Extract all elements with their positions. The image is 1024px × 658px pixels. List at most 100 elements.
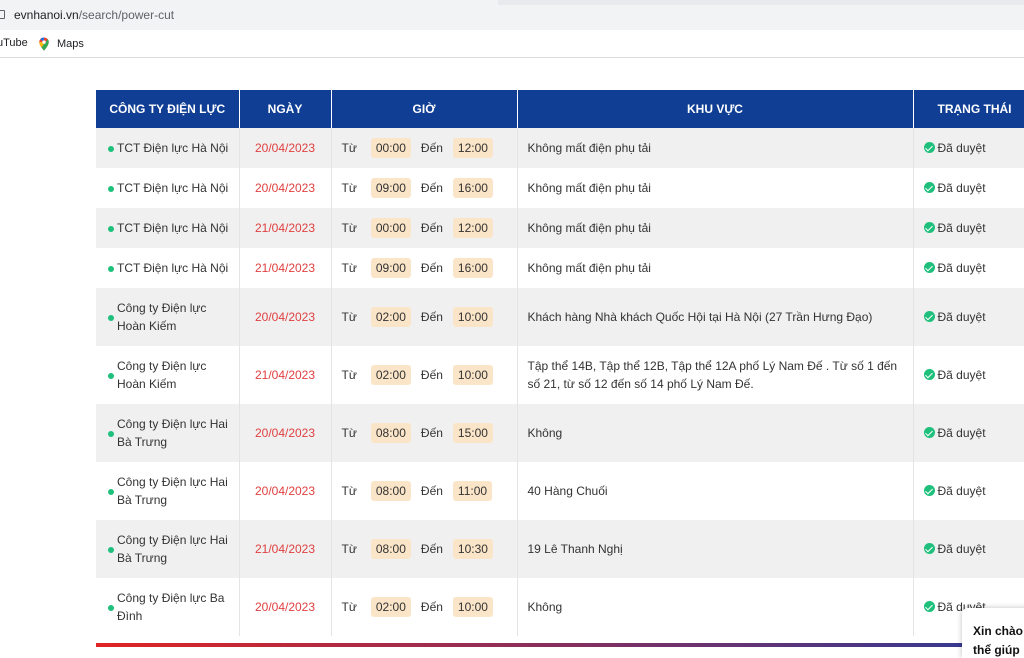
status-cell: Đã duyệt: [913, 288, 1024, 346]
table-row: Công ty Điện lực Hoàn Kiếm 20/04/2023 Từ…: [96, 288, 1024, 346]
from-time-chip: 09:00: [370, 178, 411, 198]
check-circle-icon: [923, 311, 935, 322]
status-dot-icon: [108, 489, 114, 495]
to-label: Đến: [420, 426, 443, 440]
time-cell: Từ 08:00 Đến 10:30: [331, 520, 518, 578]
to-time-chip: 10:30: [452, 539, 493, 559]
power-cut-table: CÔNG TY ĐIỆN LỰC NGÀY GIỜ KHU VỰC TRẠNG …: [96, 90, 1024, 636]
lock-icon[interactable]: [0, 10, 5, 19]
from-label: Từ: [341, 181, 357, 195]
area-cell: Khách hàng Nhà khách Quốc Hội tại Hà Nội…: [517, 288, 914, 346]
date-cell: 21/04/2023: [239, 248, 332, 288]
to-time-chip: 15:00: [452, 423, 493, 443]
status-cell: Đã duyệt: [913, 128, 1024, 168]
chat-greeting-line: Xin chào: [973, 624, 1024, 638]
status-cell: Đã duyệt: [913, 208, 1024, 248]
table-row: TCT Điện lực Hà Nội 21/04/2023 Từ 09:00 Đế…: [96, 248, 1024, 288]
from-label: Từ: [341, 542, 357, 556]
status-cell: Đã duyệt: [913, 404, 1024, 462]
url-field[interactable]: evnhanoi.vn/search/power-cut: [14, 8, 174, 22]
chat-widget[interactable]: Xin chào thể giúp: [962, 608, 1024, 658]
status-cell: Đã duyệt: [913, 462, 1024, 520]
from-time-chip: 02:00: [370, 365, 411, 385]
company-name: Công ty Điện lực Ba Đình: [117, 591, 225, 623]
to-time-chip: 12:00: [452, 138, 493, 158]
time-cell: Từ 09:00 Đến 16:00: [331, 248, 518, 288]
check-circle-icon: [923, 427, 935, 438]
from-time-chip: 08:00: [370, 423, 411, 443]
from-time-chip: 00:00: [370, 218, 411, 238]
status-dot-icon: [108, 146, 114, 152]
status-cell: Đã duyệt: [913, 168, 1024, 208]
area-cell: Không mất điện phụ tải: [517, 208, 914, 248]
status-dot-icon: [108, 226, 114, 232]
from-time-chip: 08:00: [370, 481, 411, 501]
company-name: TCT Điện lực Hà Nội: [117, 221, 229, 235]
company-cell: Công ty Điện lực Ba Đình: [96, 578, 240, 636]
from-time-chip: 02:00: [370, 307, 411, 327]
company-name: Công ty Điện lực Hai Bà Trưng: [117, 417, 228, 449]
date-cell: 20/04/2023: [239, 462, 332, 520]
area-cell: 19 Lê Thanh Nghị: [517, 520, 914, 578]
table-row: Công ty Điện lực Hoàn Kiếm 21/04/2023 Từ…: [96, 346, 1024, 404]
to-label: Đến: [420, 484, 443, 498]
gradient-divider: [96, 643, 1024, 647]
from-label: Từ: [341, 141, 357, 155]
time-cell: Từ 02:00 Đến 10:00: [331, 346, 518, 404]
time-cell: Từ 08:00 Đến 15:00: [331, 404, 518, 462]
to-label: Đến: [420, 368, 443, 382]
date-cell: 20/04/2023: [239, 128, 332, 168]
company-name: TCT Điện lực Hà Nội: [117, 141, 229, 155]
company-cell: TCT Điện lực Hà Nội: [96, 208, 240, 248]
url-path: /search/power-cut: [78, 8, 175, 22]
status-dot-icon: [108, 186, 114, 192]
from-time-chip: 09:00: [370, 258, 411, 278]
to-time-chip: 16:00: [452, 258, 493, 278]
area-cell: Không mất điện phụ tải: [517, 248, 914, 288]
url-host: evnhanoi.vn: [14, 8, 79, 22]
date-cell: 20/04/2023: [239, 168, 332, 208]
table-row: Công ty Điện lực Hai Bà Trưng 20/04/2023…: [96, 404, 1024, 462]
table-row: Công ty Điện lực Hai Bà Trưng 21/04/2023…: [96, 520, 1024, 578]
status-text: Đã duyệt: [937, 310, 986, 324]
time-cell: Từ 09:00 Đến 16:00: [331, 168, 518, 208]
table-row: TCT Điện lực Hà Nội 20/04/2023 Từ 09:00 Đế…: [96, 168, 1024, 208]
from-time-chip: 02:00: [370, 597, 411, 617]
check-circle-icon: [923, 601, 935, 612]
to-label: Đến: [420, 181, 443, 195]
date-cell: 21/04/2023: [239, 346, 332, 404]
to-label: Đến: [420, 542, 443, 556]
date-cell: 21/04/2023: [239, 520, 332, 578]
status-cell: Đã duyệt: [913, 346, 1024, 404]
company-name: Công ty Điện lực Hoàn Kiếm: [117, 359, 207, 391]
to-time-chip: 12:00: [452, 218, 493, 238]
status-text: Đã duyệt: [937, 261, 986, 275]
status-text: Đã duyệt: [937, 426, 986, 440]
area-cell: 40 Hàng Chuối: [517, 462, 914, 520]
company-cell: Công ty Điện lực Hoàn Kiếm: [96, 346, 240, 404]
company-name: TCT Điện lực Hà Nội: [117, 261, 229, 275]
bookmark-youtube[interactable]: uTube: [0, 37, 28, 49]
bookmark-maps[interactable]: Maps: [38, 37, 84, 51]
to-time-chip: 16:00: [452, 178, 493, 198]
status-dot-icon: [108, 605, 114, 611]
date-cell: 20/04/2023: [239, 404, 332, 462]
date-cell: 21/04/2023: [239, 208, 332, 248]
to-time-chip: 11:00: [452, 481, 493, 501]
date-cell: 20/04/2023: [239, 288, 332, 346]
check-circle-icon: [923, 543, 935, 554]
date-cell: 20/04/2023: [239, 578, 332, 636]
table-row: Công ty Điện lực Hai Bà Trưng 20/04/2023…: [96, 462, 1024, 520]
to-label: Đến: [420, 261, 443, 275]
status-dot-icon: [108, 547, 114, 553]
status-cell: Đã duyệt: [913, 248, 1024, 288]
tab-strip-edge: [498, 0, 1024, 5]
from-label: Từ: [341, 261, 357, 275]
bookmark-label: Maps: [57, 38, 84, 50]
check-circle-icon: [923, 182, 935, 193]
chat-greeting-line: thể giúp: [973, 643, 1020, 657]
bookmarks-bar: uTube Maps: [0, 30, 1024, 58]
header-date: NGÀY: [239, 90, 332, 128]
status-text: Đã duyệt: [937, 368, 986, 382]
company-cell: TCT Điện lực Hà Nội: [96, 168, 240, 208]
